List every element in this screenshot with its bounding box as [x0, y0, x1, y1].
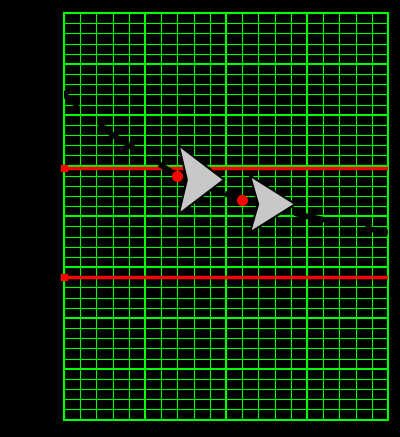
Polygon shape [179, 145, 224, 214]
Polygon shape [250, 176, 295, 232]
